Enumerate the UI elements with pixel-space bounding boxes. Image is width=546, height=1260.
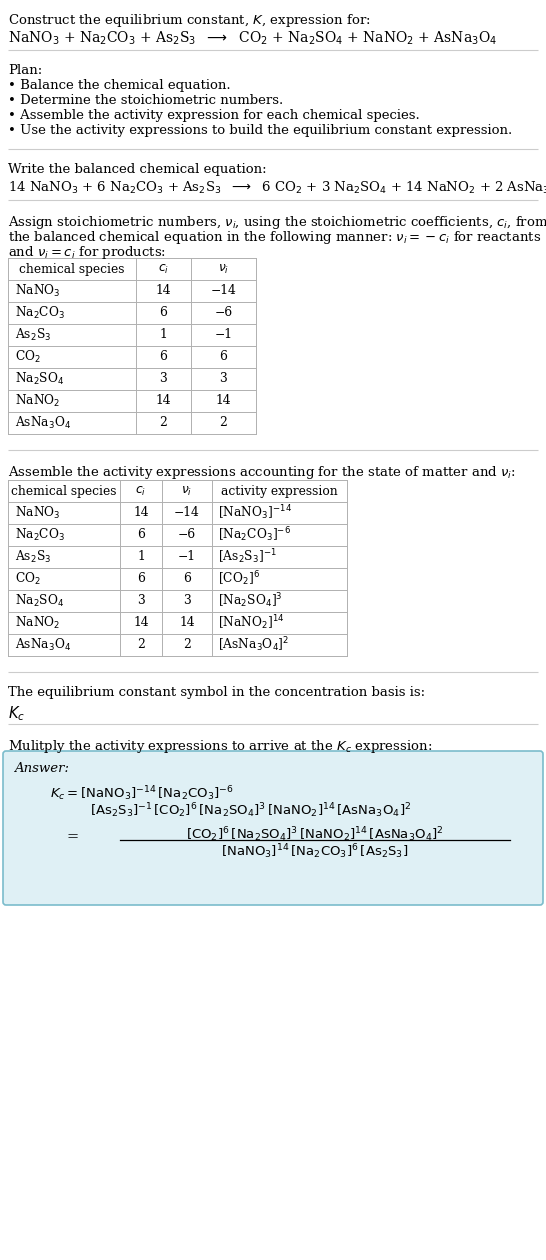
Text: 14: 14	[179, 616, 195, 630]
Text: $\nu_i$: $\nu_i$	[181, 484, 193, 498]
Text: CO$_2$: CO$_2$	[15, 571, 41, 587]
Text: • Balance the chemical equation.: • Balance the chemical equation.	[8, 79, 230, 92]
Text: [CO$_2$]$^6$: [CO$_2$]$^6$	[218, 570, 260, 588]
Text: The equilibrium constant symbol in the concentration basis is:: The equilibrium constant symbol in the c…	[8, 685, 425, 699]
Text: −14: −14	[211, 285, 236, 297]
Text: Construct the equilibrium constant, $K$, expression for:: Construct the equilibrium constant, $K$,…	[8, 13, 371, 29]
Text: −1: −1	[178, 551, 196, 563]
Text: AsNa$_3$O$_4$: AsNa$_3$O$_4$	[15, 415, 72, 431]
Text: activity expression: activity expression	[221, 485, 338, 498]
Text: NaNO$_3$: NaNO$_3$	[15, 505, 61, 522]
Text: Na$_2$CO$_3$: Na$_2$CO$_3$	[15, 527, 65, 543]
Text: Plan:: Plan:	[8, 64, 42, 77]
Text: Na$_2$SO$_4$: Na$_2$SO$_4$	[15, 370, 64, 387]
Text: −1: −1	[215, 329, 233, 341]
Text: 14 NaNO$_3$ + 6 Na$_2$CO$_3$ + As$_2$S$_3$  $\longrightarrow$  6 CO$_2$ + 3 Na$_: 14 NaNO$_3$ + 6 Na$_2$CO$_3$ + As$_2$S$_…	[8, 180, 546, 197]
Text: [NaNO$_3$]$^{-14}$: [NaNO$_3$]$^{-14}$	[218, 504, 292, 523]
FancyBboxPatch shape	[3, 751, 543, 905]
Text: −6: −6	[215, 306, 233, 320]
Text: $[\mathrm{NaNO_3}]^{14}\,[\mathrm{Na_2CO_3}]^6\,[\mathrm{As_2S_3}]$: $[\mathrm{NaNO_3}]^{14}\,[\mathrm{Na_2CO…	[221, 842, 408, 861]
Text: CO$_2$: CO$_2$	[15, 349, 41, 365]
Text: 6: 6	[159, 306, 168, 320]
Text: • Determine the stoichiometric numbers.: • Determine the stoichiometric numbers.	[8, 94, 283, 107]
Text: $[\mathrm{CO_2}]^6\,[\mathrm{Na_2SO_4}]^3\,[\mathrm{NaNO_2}]^{14}\,[\mathrm{AsNa: $[\mathrm{CO_2}]^6\,[\mathrm{Na_2SO_4}]^…	[186, 825, 444, 844]
Text: NaNO$_2$: NaNO$_2$	[15, 615, 61, 631]
Text: [As$_2$S$_3$]$^{-1}$: [As$_2$S$_3$]$^{-1}$	[218, 548, 277, 566]
Text: As$_2$S$_3$: As$_2$S$_3$	[15, 326, 51, 343]
Text: Write the balanced chemical equation:: Write the balanced chemical equation:	[8, 163, 266, 176]
Text: Assign stoichiometric numbers, $\nu_i$, using the stoichiometric coefficients, $: Assign stoichiometric numbers, $\nu_i$, …	[8, 214, 546, 231]
Text: Answer:: Answer:	[14, 762, 69, 775]
Text: 1: 1	[137, 551, 145, 563]
Text: 14: 14	[133, 616, 149, 630]
Text: $K_c$: $K_c$	[8, 704, 25, 723]
Text: chemical species: chemical species	[11, 485, 117, 498]
Text: −6: −6	[178, 528, 196, 542]
Text: [Na$_2$CO$_3$]$^{-6}$: [Na$_2$CO$_3$]$^{-6}$	[218, 525, 291, 544]
Text: NaNO$_3$ + Na$_2$CO$_3$ + As$_2$S$_3$  $\longrightarrow$  CO$_2$ + Na$_2$SO$_4$ : NaNO$_3$ + Na$_2$CO$_3$ + As$_2$S$_3$ $\…	[8, 30, 497, 48]
Text: AsNa$_3$O$_4$: AsNa$_3$O$_4$	[15, 638, 72, 653]
Text: 6: 6	[137, 572, 145, 586]
Text: 2: 2	[137, 639, 145, 651]
Text: −14: −14	[174, 507, 200, 519]
Text: Mulitply the activity expressions to arrive at the $K_c$ expression:: Mulitply the activity expressions to arr…	[8, 738, 432, 755]
Text: $[\mathrm{As_2S_3}]^{-1}\,[\mathrm{CO_2}]^6\,[\mathrm{Na_2SO_4}]^3\,[\mathrm{NaN: $[\mathrm{As_2S_3}]^{-1}\,[\mathrm{CO_2}…	[90, 801, 411, 820]
Text: • Assemble the activity expression for each chemical species.: • Assemble the activity expression for e…	[8, 110, 420, 122]
Text: 3: 3	[183, 595, 191, 607]
Text: 2: 2	[183, 639, 191, 651]
Text: and $\nu_i = c_i$ for products:: and $\nu_i = c_i$ for products:	[8, 244, 166, 261]
Text: 6: 6	[183, 572, 191, 586]
Text: chemical species: chemical species	[19, 262, 124, 276]
Text: As$_2$S$_3$: As$_2$S$_3$	[15, 549, 51, 564]
Text: 6: 6	[137, 528, 145, 542]
Text: $c_i$: $c_i$	[135, 484, 146, 498]
Text: 14: 14	[156, 394, 171, 407]
Text: 3: 3	[159, 373, 168, 386]
Text: [NaNO$_2$]$^{14}$: [NaNO$_2$]$^{14}$	[218, 614, 285, 633]
Text: the balanced chemical equation in the following manner: $\nu_i = -c_i$ for react: the balanced chemical equation in the fo…	[8, 229, 541, 246]
Text: NaNO$_3$: NaNO$_3$	[15, 284, 61, 299]
Text: Assemble the activity expressions accounting for the state of matter and $\nu_i$: Assemble the activity expressions accoun…	[8, 464, 516, 481]
Text: 1: 1	[159, 329, 168, 341]
Text: 14: 14	[156, 285, 171, 297]
Text: 3: 3	[137, 595, 145, 607]
Text: [Na$_2$SO$_4$]$^3$: [Na$_2$SO$_4$]$^3$	[218, 592, 283, 610]
Text: $\nu_i$: $\nu_i$	[218, 262, 229, 276]
Text: 2: 2	[159, 417, 168, 430]
Text: 6: 6	[159, 350, 168, 363]
Text: $c_i$: $c_i$	[158, 262, 169, 276]
Text: 2: 2	[219, 417, 228, 430]
Text: [AsNa$_3$O$_4$]$^2$: [AsNa$_3$O$_4$]$^2$	[218, 635, 289, 654]
Text: 14: 14	[216, 394, 232, 407]
Text: 14: 14	[133, 507, 149, 519]
Text: NaNO$_2$: NaNO$_2$	[15, 393, 61, 410]
Text: Na$_2$SO$_4$: Na$_2$SO$_4$	[15, 593, 64, 609]
Text: $K_c = [\mathrm{NaNO_3}]^{-14}\,[\mathrm{Na_2CO_3}]^{-6}$: $K_c = [\mathrm{NaNO_3}]^{-14}\,[\mathrm…	[50, 784, 234, 803]
Text: • Use the activity expressions to build the equilibrium constant expression.: • Use the activity expressions to build …	[8, 123, 512, 137]
Text: 3: 3	[219, 373, 227, 386]
Text: =: =	[66, 830, 78, 844]
Text: 6: 6	[219, 350, 228, 363]
Text: Na$_2$CO$_3$: Na$_2$CO$_3$	[15, 305, 65, 321]
